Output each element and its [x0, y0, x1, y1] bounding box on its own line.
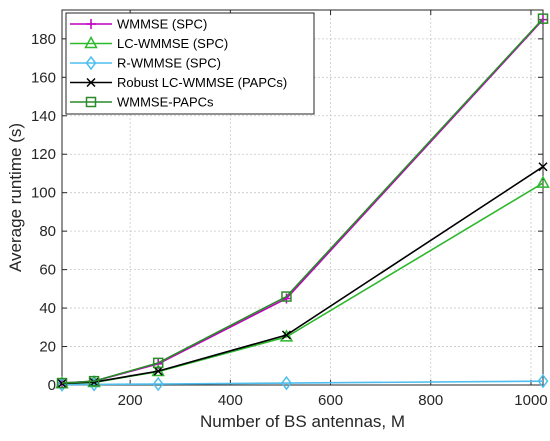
y-tick-label: 120 — [31, 146, 56, 163]
data-point-marker — [538, 162, 548, 172]
data-point-marker — [281, 375, 292, 391]
y-axis: 0 20 40 60 80 100 120 140 160 180 — [31, 31, 543, 394]
x-tick-label: 600 — [318, 392, 343, 409]
data-point-marker — [86, 77, 96, 88]
legend-label: LC-WMMSE (SPC) — [117, 36, 228, 51]
series-5 — [56, 13, 549, 389]
legend-entry: R-WMMSE (SPC) — [70, 56, 221, 71]
data-point-marker — [152, 376, 164, 392]
series-line — [61, 166, 544, 385]
data-point-marker — [88, 375, 100, 387]
legend-label: R-WMMSE (SPC) — [117, 56, 221, 71]
data-point-marker — [153, 366, 163, 376]
x-tick-label: 1000 — [514, 392, 547, 409]
legend-label: WMMSE-PAPCs — [117, 95, 214, 110]
x-tick-label: 200 — [118, 392, 143, 409]
series-layer — [55, 13, 550, 392]
series-4 — [57, 162, 548, 388]
y-tick-label: 100 — [31, 185, 56, 202]
data-point-marker — [281, 330, 291, 340]
y-tick-label: 140 — [31, 108, 56, 125]
data-point-marker — [281, 291, 292, 302]
series-3 — [56, 373, 549, 392]
y-tick-label: 60 — [39, 262, 56, 279]
data-point-marker — [537, 13, 549, 24]
legend-label: Robust LC-WMMSE (PAPCs) — [117, 75, 287, 90]
data-point-marker — [152, 357, 164, 369]
plot-area — [61, 9, 544, 386]
x-axis: 200 400 600 800 1000 — [118, 10, 548, 409]
data-point-marker — [84, 35, 98, 49]
x-tick-label: 400 — [218, 392, 243, 409]
data-point-marker — [85, 96, 97, 108]
legend-entry: Robust LC-WMMSE (PAPCs) — [70, 75, 287, 90]
data-point-marker — [57, 378, 67, 388]
y-tick-label: 20 — [39, 339, 56, 356]
legend-entry: WMMSE-PAPCs — [70, 95, 214, 110]
data-point-marker — [86, 19, 96, 29]
legend-entry: WMMSE (SPC) — [70, 17, 207, 32]
data-point-marker — [85, 55, 97, 71]
y-tick-label: 0 — [48, 377, 56, 394]
series-line — [61, 380, 544, 386]
x-tick-label: 800 — [418, 392, 443, 409]
y-axis-title: Average runtime (s) — [6, 123, 25, 272]
y-tick-label: 180 — [31, 31, 56, 48]
y-tick-label: 160 — [31, 69, 56, 86]
y-tick-label: 40 — [39, 300, 56, 317]
y-tick-label: 80 — [39, 223, 56, 240]
data-point-marker — [537, 373, 549, 389]
legend-label: WMMSE (SPC) — [117, 17, 207, 32]
legend-entry: LC-WMMSE (SPC) — [70, 35, 228, 51]
data-point-marker — [89, 377, 99, 387]
data-point-marker — [536, 175, 550, 188]
data-point-marker — [56, 377, 68, 389]
series-line — [61, 18, 544, 384]
x-axis-title: Number of BS antennas, M — [200, 412, 405, 431]
legend: WMMSE (SPC) LC-WMMSE (SPC) R-WMMSE (SPC) Ro… — [65, 12, 315, 115]
